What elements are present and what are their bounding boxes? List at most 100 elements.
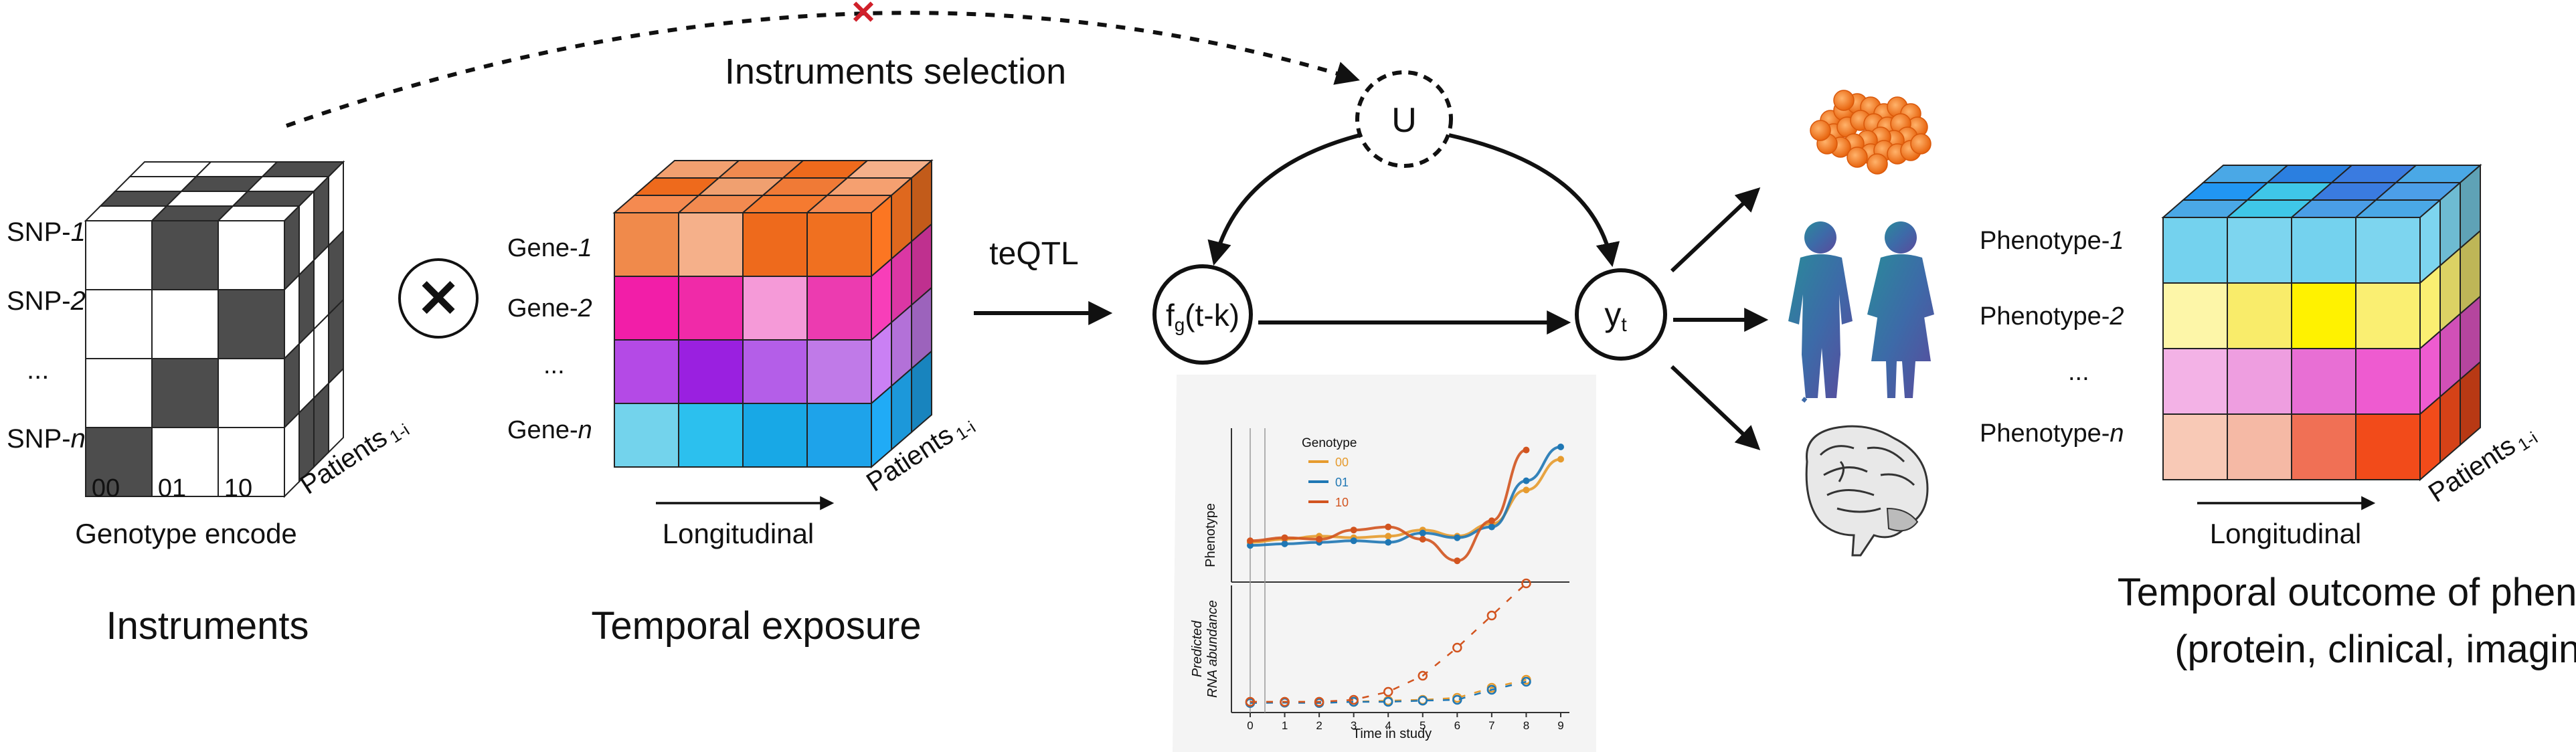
phenotype-point-10: [1350, 527, 1357, 534]
confounder-node: [1355, 70, 1453, 168]
phenotype-point-01: [1281, 540, 1288, 547]
phenotype-n-label: Phenotype-n: [1980, 419, 2124, 448]
expo-cube-front-cell: [678, 403, 744, 468]
protein-bead: [1833, 90, 1855, 111]
rna-point-01: [1486, 684, 1497, 695]
out-cube-front-cell: [2355, 413, 2421, 480]
inset-background: [1173, 375, 1596, 752]
patients-icon: [1788, 221, 1934, 403]
genotype-col-10: 10: [224, 474, 252, 502]
instr-cube-front-cell: [85, 289, 153, 359]
phenotype-point-10: [1419, 536, 1426, 543]
rna-point-10: [1486, 610, 1497, 621]
exposure-node: [1152, 264, 1253, 365]
expo-cube-front-cell: [806, 276, 872, 341]
rna-point-01: [1418, 695, 1428, 706]
phenotype-point-01: [1557, 444, 1564, 450]
instr-cube-front-cell: [85, 358, 153, 428]
phenotype-point-10: [1523, 446, 1530, 454]
instr-cube-front-cell: [151, 427, 219, 497]
blocked-cross-icon: ✕: [850, 0, 877, 31]
outcome-row-labels: Phenotype-1 Phenotype-2 ... Phenotype-n …: [1980, 227, 2576, 671]
exposure-row-labels: Gene-1 Gene-2 ... Gene-n Longitudinal Pa…: [507, 234, 979, 648]
brain-icon: [1805, 425, 1929, 557]
inset-axes: [1231, 428, 1569, 713]
x-tick-label: 3: [1351, 719, 1357, 732]
confounder-to-outcome-arrow: [1448, 133, 1620, 268]
rna-trend-00: [1250, 678, 1527, 703]
outcome-node-label: yt: [1604, 296, 1627, 336]
phenotype-point-10: [1385, 523, 1392, 531]
phenotype-point-01: [1385, 539, 1392, 546]
expo-cube-front-cell: [614, 339, 679, 404]
protein-bead: [1847, 147, 1868, 168]
instr-cube-front-cell: [151, 358, 219, 428]
confounder-label: U: [1391, 101, 1417, 140]
out-cube-front-cell: [2162, 348, 2228, 415]
inset-legend-title: Genotype: [1302, 436, 1357, 450]
rna-point-01: [1452, 694, 1462, 705]
instr-cube-front-cell: [218, 289, 285, 359]
instr-cube-front-cell: [85, 220, 153, 290]
phenotype-point-10: [1454, 557, 1461, 565]
gene-1-label: Gene-1: [507, 234, 592, 262]
phenotype-point-01: [1247, 542, 1254, 549]
expo-cube-side-cell: [911, 349, 932, 434]
inset-bottom-ylabel-2: RNA abundance: [1205, 600, 1220, 698]
phenotype-point-01: [1419, 529, 1426, 537]
out-cube-front-cell: [2162, 217, 2228, 284]
rna-point-01: [1521, 676, 1531, 687]
phenotype-2-label: Phenotype-2: [1980, 302, 2124, 331]
multiply-operator: ✕: [398, 258, 479, 339]
inset-data-marks: [1245, 444, 1564, 709]
rna-point-10: [1521, 578, 1531, 589]
out-cube-front-cell: [2355, 348, 2421, 415]
confounder-to-exposure-arrow: [1207, 133, 1361, 266]
x-tick-label: 5: [1420, 719, 1426, 732]
exposure-longitudinal-label: Longitudinal: [663, 518, 814, 549]
phenotype-trend-00: [1250, 458, 1561, 544]
expo-cube-front-cell: [806, 212, 872, 277]
out-cube-front-cell: [2355, 217, 2421, 284]
genotype-encode-label: Genotype encode: [75, 518, 297, 549]
gene-ellipsis-label: ...: [543, 351, 565, 379]
phenotype-point-00: [1523, 486, 1530, 494]
expo-cube-front-cell: [742, 276, 808, 341]
instr-cube-side-cell: [284, 411, 300, 498]
out-cube-front-cell: [2291, 413, 2356, 480]
outcome-longitudinal-label: Longitudinal: [2210, 518, 2362, 549]
gene-2-label: Gene-2: [507, 294, 592, 322]
multiply-circle: [398, 258, 479, 339]
out-cube-front-cell: [2162, 282, 2228, 349]
expo-cube-front-cell: [614, 276, 679, 341]
phenotype-trend-01: [1250, 446, 1561, 547]
protein-icon: [1810, 90, 1931, 175]
genotype-cube: [84, 160, 345, 498]
phenotype-point-10: [1488, 517, 1495, 525]
x-tick-label: 2: [1316, 719, 1322, 732]
instr-cube-front-cell: [218, 358, 285, 428]
teqtl-inset-chart: Phenotype Predicted RNA abundance Time i…: [1173, 375, 1596, 752]
x-tick-label: 9: [1557, 719, 1563, 732]
exposure-node-label: fg(t-k): [1166, 298, 1239, 335]
protein-bead: [1810, 120, 1831, 141]
snp-ellipsis-label: ...: [27, 355, 49, 385]
x-tick-label: 1: [1282, 719, 1288, 732]
out-cube-front-cell: [2162, 413, 2228, 480]
legend-label-01: 01: [1335, 476, 1349, 489]
genotype-col-00: 00: [92, 474, 120, 502]
rna-point-10: [1418, 670, 1428, 681]
inset-xlabel: Time in study: [1353, 727, 1432, 741]
outcome-to-protein-arrow: [1670, 187, 1761, 273]
phenotype-point-10: [1281, 534, 1288, 541]
out-cube-front-cell: [2227, 413, 2292, 480]
x-tick-label: 4: [1385, 719, 1391, 732]
outcome-to-imaging-arrow: [1670, 365, 1761, 450]
snp-n-label: SNP-n: [7, 424, 86, 454]
phenotype-1-label: Phenotype-1: [1980, 227, 2124, 255]
expo-cube-front-cell: [614, 403, 679, 468]
inset-x-ticks: 0 1 2 3 4 5 6 7 8 9: [1247, 713, 1564, 732]
instruments-title: Instruments: [106, 604, 309, 648]
out-cube-front-cell: [2227, 217, 2292, 284]
expo-cube-front-cell: [806, 403, 872, 468]
